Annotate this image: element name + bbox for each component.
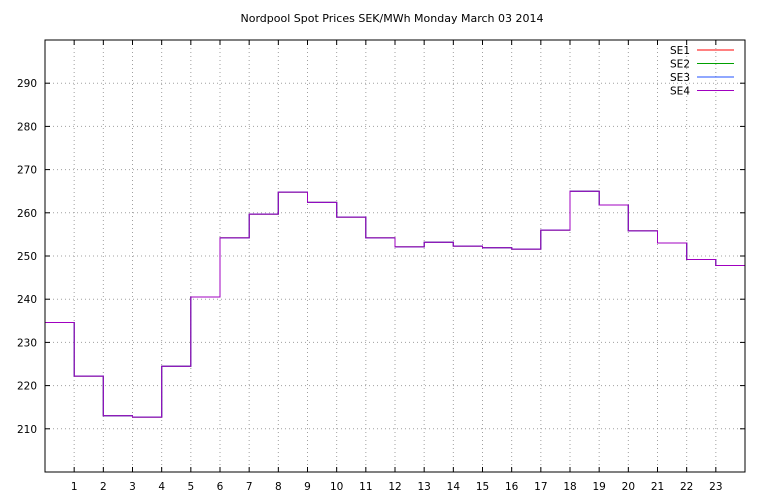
x-tick-label: 8 [275,481,282,493]
x-tick-label: 18 [563,481,576,493]
x-tick-label: 9 [304,481,311,493]
chart-title: Nordpool Spot Prices SEK/MWh Monday Marc… [241,12,544,25]
legend-label-se2: SE2 [670,59,690,71]
series-layer [45,190,745,418]
series-line-se4 [45,190,745,418]
legend-label-se1: SE1 [670,45,690,57]
x-tick-label: 14 [447,481,461,493]
y-tick-label: 290 [17,78,37,90]
legend-label-se4: SE4 [670,86,690,98]
x-tick-label: 5 [187,481,194,493]
y-tick-label: 250 [17,251,37,263]
x-tick-label: 3 [129,481,136,493]
x-tick-label: 11 [359,481,372,493]
x-tick-label: 16 [505,481,519,493]
x-tick-label: 4 [158,481,165,493]
x-tick-label: 19 [592,481,605,493]
y-tick-label: 220 [17,381,37,393]
y-tick-label: 270 [17,165,37,177]
x-tick-label: 2 [100,481,107,493]
x-tick-label: 1 [71,481,78,493]
x-tick-label: 12 [388,481,401,493]
y-tick-label: 210 [17,424,37,436]
legend-label-se3: SE3 [670,72,690,84]
x-tick-label: 15 [476,481,489,493]
y-tick-label: 240 [17,294,37,306]
y-tick-label: 280 [17,121,37,133]
x-tick-label: 21 [651,481,664,493]
x-tick-label: 6 [217,481,224,493]
grid-layer [45,40,745,472]
x-tick-label: 23 [709,481,722,493]
x-tick-label: 17 [534,481,547,493]
y-tick-label: 260 [17,208,37,220]
x-tick-label: 10 [330,481,343,493]
x-tick-label: 7 [246,481,253,493]
x-tick-label: 20 [622,481,635,493]
tick-layer: 1 2 3 4 5 6 7 8 9 10 11 12 13 14 15 16 17 18 19 20 21 22 23210… [17,40,745,493]
y-tick-label: 230 [17,337,37,349]
x-tick-label: 22 [680,481,693,493]
x-tick-label: 13 [417,481,430,493]
